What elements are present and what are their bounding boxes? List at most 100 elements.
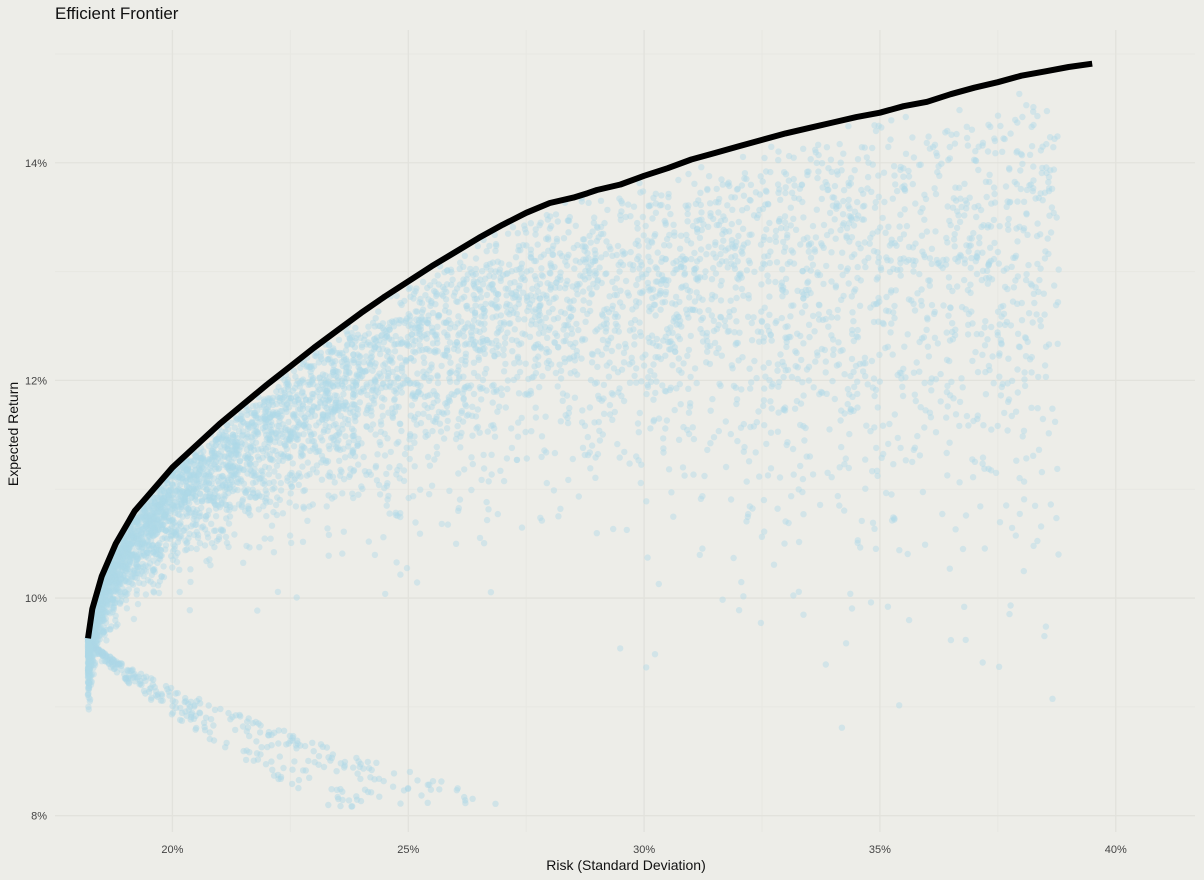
portfolio-point [937,398,944,405]
portfolio-point [198,454,205,462]
portfolio-point [111,665,118,672]
portfolio-point [268,758,275,765]
portfolio-point [591,419,598,426]
portfolio-point [197,512,204,520]
portfolio-point [406,313,414,320]
portfolio-point [931,185,938,192]
portfolio-point [102,581,109,588]
portfolio-point [726,308,733,316]
portfolio-point [349,377,356,384]
portfolio-point [396,475,403,482]
portfolio-point [279,430,286,438]
portfolio-point [990,184,998,191]
portfolio-point [211,706,219,714]
portfolio-point [419,278,427,286]
portfolio-point [782,184,789,191]
portfolio-point [89,641,96,648]
portfolio-point [944,403,951,410]
portfolio-point [743,175,750,183]
portfolio-point [532,414,540,421]
portfolio-point [521,222,528,229]
portfolio-point [141,552,148,559]
portfolio-point [372,464,379,471]
portfolio-point [531,363,538,370]
portfolio-point [254,446,262,453]
portfolio-point [224,476,231,484]
portfolio-point [803,265,810,272]
portfolio-point [1046,212,1053,219]
portfolio-point [259,425,267,432]
portfolio-point [594,278,601,285]
portfolio-point [737,424,745,431]
portfolio-point [149,566,157,573]
portfolio-point [795,538,803,546]
portfolio-point [790,175,797,183]
portfolio-point [946,143,953,151]
portfolio-point [677,401,684,408]
portfolio-point [563,262,571,269]
portfolio-point [733,318,740,325]
portfolio-point [779,358,786,366]
portfolio-point [1016,474,1023,482]
portfolio-point [807,254,815,261]
portfolio-point [935,163,942,170]
portfolio-point [1030,163,1037,170]
portfolio-point [461,325,468,332]
portfolio-point [820,280,827,288]
portfolio-point [987,223,995,230]
portfolio-point [962,636,969,644]
portfolio-point [222,533,230,541]
portfolio-point [327,403,335,411]
portfolio-point [957,251,964,259]
portfolio-point [187,566,194,573]
portfolio-point [217,705,224,713]
portfolio-point [890,461,897,468]
portfolio-point [978,330,985,338]
portfolio-point [494,258,501,265]
portfolio-point [156,540,163,547]
portfolio-point [885,223,892,230]
portfolio-point [438,362,445,370]
portfolio-point [268,522,276,529]
portfolio-point [350,468,357,475]
portfolio-point [154,517,161,524]
portfolio-point [969,357,976,365]
portfolio-point [986,171,993,178]
portfolio-point [147,549,154,557]
portfolio-point [699,545,706,552]
portfolio-point [138,513,145,521]
portfolio-point [961,276,968,284]
portfolio-point [243,407,250,414]
portfolio-point [615,328,622,335]
portfolio-point [687,332,694,340]
portfolio-point [158,521,166,529]
portfolio-point [667,346,674,353]
portfolio-point [963,205,970,212]
portfolio-point [893,187,901,195]
portfolio-point [940,302,947,309]
portfolio-point [848,253,856,260]
portfolio-point [345,416,352,424]
portfolio-point [710,434,718,441]
portfolio-point [378,332,385,339]
portfolio-point [261,535,268,542]
portfolio-point [845,280,852,287]
portfolio-point [293,594,300,601]
portfolio-point [202,714,210,721]
portfolio-point [557,505,564,512]
portfolio-point [620,251,627,258]
portfolio-point [1005,226,1012,233]
portfolio-point [133,561,140,569]
portfolio-point [730,307,737,314]
portfolio-point [224,454,231,462]
portfolio-point [963,412,971,420]
portfolio-point [1053,214,1060,221]
portfolio-point [341,415,349,423]
portfolio-point [823,262,830,270]
portfolio-point [384,372,392,380]
portfolio-point [84,638,92,645]
portfolio-point [611,408,618,416]
portfolio-point [470,278,478,285]
portfolio-point [690,471,697,478]
portfolio-point [1028,404,1035,411]
